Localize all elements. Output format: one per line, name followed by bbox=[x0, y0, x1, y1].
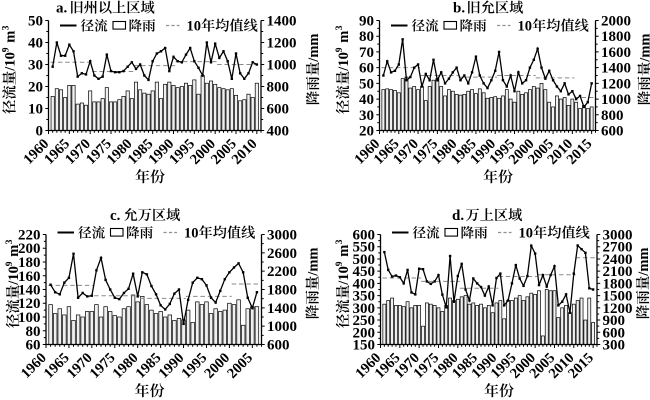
svg-text:3000: 3000 bbox=[603, 228, 633, 244]
svg-text:m: m bbox=[6, 245, 22, 257]
svg-text:1000: 1000 bbox=[267, 319, 297, 335]
svg-text:50: 50 bbox=[28, 14, 43, 30]
svg-text:1400: 1400 bbox=[601, 61, 631, 77]
svg-text:m: m bbox=[3, 31, 19, 43]
svg-text:120: 120 bbox=[18, 296, 41, 312]
svg-text:150: 150 bbox=[353, 338, 376, 354]
svg-text:40: 40 bbox=[28, 36, 43, 52]
svg-text:10: 10 bbox=[184, 226, 199, 242]
svg-text:400: 400 bbox=[353, 276, 376, 292]
svg-text:600: 600 bbox=[353, 228, 376, 244]
svg-text:m: m bbox=[336, 31, 352, 43]
svg-text:0: 0 bbox=[36, 124, 44, 140]
svg-text:30: 30 bbox=[28, 58, 43, 74]
svg-text:3000: 3000 bbox=[267, 228, 297, 244]
svg-text:1800: 1800 bbox=[601, 29, 631, 45]
svg-text:600: 600 bbox=[267, 102, 290, 118]
svg-text:10: 10 bbox=[28, 102, 43, 118]
svg-text:3: 3 bbox=[335, 239, 345, 244]
svg-text:b.: b. bbox=[453, 1, 465, 17]
svg-text:80: 80 bbox=[359, 29, 374, 45]
svg-text:9: 9 bbox=[335, 261, 345, 266]
svg-text:900: 900 bbox=[603, 313, 626, 329]
svg-text:300: 300 bbox=[353, 301, 376, 317]
svg-text:3: 3 bbox=[5, 239, 15, 244]
svg-text:d.: d. bbox=[452, 208, 464, 224]
svg-text:/mm: /mm bbox=[306, 34, 322, 63]
svg-text:1800: 1800 bbox=[267, 283, 297, 299]
svg-text:400: 400 bbox=[267, 124, 290, 140]
svg-text:200: 200 bbox=[18, 241, 41, 257]
svg-text:600: 600 bbox=[601, 124, 624, 140]
svg-text:3: 3 bbox=[2, 25, 12, 30]
svg-text:9: 9 bbox=[335, 47, 345, 52]
svg-text:2100: 2100 bbox=[603, 264, 633, 280]
svg-text:c.: c. bbox=[110, 208, 121, 224]
svg-text:9: 9 bbox=[5, 261, 15, 266]
svg-text:160: 160 bbox=[18, 269, 41, 285]
svg-text:800: 800 bbox=[601, 108, 624, 124]
svg-text:1600: 1600 bbox=[601, 45, 631, 61]
svg-text:2200: 2200 bbox=[267, 264, 297, 280]
svg-text:/10: /10 bbox=[3, 52, 19, 72]
svg-text:10: 10 bbox=[187, 19, 202, 35]
svg-text:1800: 1800 bbox=[603, 276, 633, 292]
svg-text:70: 70 bbox=[359, 45, 374, 61]
svg-text:9: 9 bbox=[2, 47, 12, 52]
svg-text:2400: 2400 bbox=[603, 252, 633, 268]
svg-text:/10: /10 bbox=[336, 266, 352, 286]
svg-text:140: 140 bbox=[18, 283, 41, 299]
svg-text:90: 90 bbox=[359, 14, 374, 30]
svg-text:1000: 1000 bbox=[267, 58, 297, 74]
svg-text:1200: 1200 bbox=[601, 76, 631, 92]
svg-text:220: 220 bbox=[18, 228, 41, 244]
svg-text:/10: /10 bbox=[336, 52, 352, 72]
svg-text:500: 500 bbox=[353, 252, 376, 268]
svg-text:100: 100 bbox=[18, 310, 41, 326]
svg-text:/mm: /mm bbox=[636, 248, 650, 277]
svg-text:3: 3 bbox=[335, 25, 345, 30]
svg-text:1200: 1200 bbox=[267, 36, 297, 52]
svg-text:/10: /10 bbox=[6, 266, 22, 286]
svg-text:30: 30 bbox=[359, 108, 374, 124]
svg-text:10: 10 bbox=[519, 226, 534, 242]
svg-text:20: 20 bbox=[359, 124, 374, 140]
svg-text:20: 20 bbox=[28, 80, 43, 96]
svg-text:300: 300 bbox=[603, 338, 626, 354]
svg-text:800: 800 bbox=[267, 80, 290, 96]
svg-text:2700: 2700 bbox=[603, 240, 633, 256]
svg-text:200: 200 bbox=[353, 325, 376, 341]
svg-text:a.: a. bbox=[56, 1, 68, 17]
svg-text:m: m bbox=[336, 245, 352, 257]
svg-text:1400: 1400 bbox=[267, 301, 297, 317]
svg-text:80: 80 bbox=[26, 324, 41, 340]
svg-text:2000: 2000 bbox=[601, 14, 631, 30]
svg-text:/mm: /mm bbox=[638, 34, 650, 63]
svg-text:1500: 1500 bbox=[603, 289, 633, 305]
svg-text:60: 60 bbox=[359, 61, 374, 77]
svg-text:350: 350 bbox=[353, 289, 376, 305]
svg-text:1200: 1200 bbox=[603, 301, 633, 317]
svg-text:250: 250 bbox=[353, 313, 376, 329]
svg-text:10: 10 bbox=[518, 19, 533, 35]
svg-text:60: 60 bbox=[26, 338, 41, 354]
svg-text:1400: 1400 bbox=[267, 14, 297, 30]
svg-text:450: 450 bbox=[353, 264, 376, 280]
svg-text:1000: 1000 bbox=[601, 92, 631, 108]
svg-text:2600: 2600 bbox=[267, 246, 297, 262]
svg-text:550: 550 bbox=[353, 240, 376, 256]
svg-text:180: 180 bbox=[18, 255, 41, 271]
svg-text:50: 50 bbox=[359, 76, 374, 92]
svg-text:40: 40 bbox=[359, 92, 374, 108]
svg-text:600: 600 bbox=[267, 338, 290, 354]
svg-text:600: 600 bbox=[603, 325, 626, 341]
svg-text:/mm: /mm bbox=[306, 248, 322, 277]
